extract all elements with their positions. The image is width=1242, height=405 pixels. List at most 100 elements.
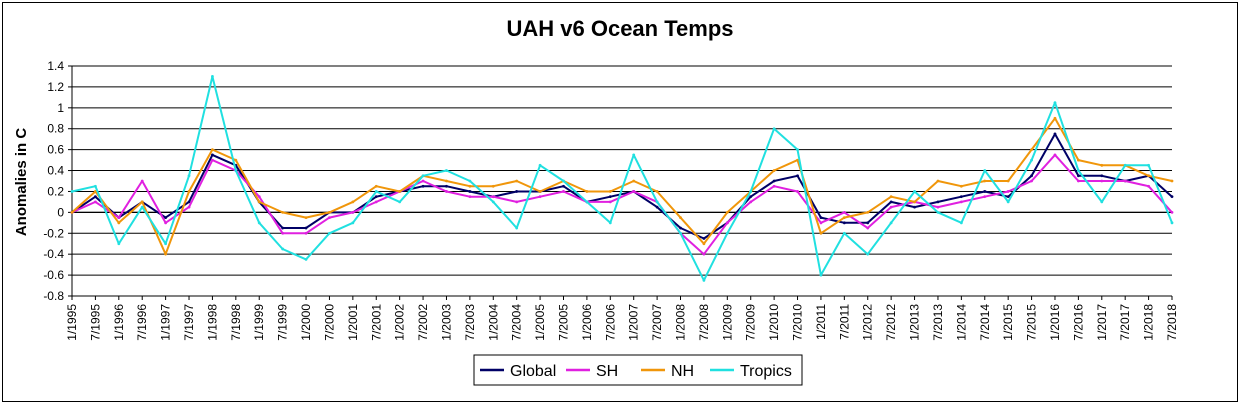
data-point-nh	[445, 179, 448, 183]
x-tick-label: 1/2004	[486, 304, 500, 341]
data-point-nh	[70, 210, 74, 214]
data-point-global	[608, 195, 612, 199]
x-tick-label: 1/2014	[954, 304, 968, 341]
x-tick-label: 7/2010	[791, 304, 805, 341]
data-point-nh	[655, 190, 659, 193]
data-point-sh	[538, 195, 542, 199]
x-tick-label: 1/2000	[299, 304, 313, 341]
series-line-tropics	[71, 75, 1173, 282]
data-point-sh	[1076, 179, 1080, 183]
x-tick-label: 1/2018	[1142, 304, 1156, 341]
data-point-tropics	[1123, 163, 1127, 167]
legend-box	[473, 354, 803, 386]
data-point-tropics	[257, 221, 261, 225]
data-point-tropics	[374, 190, 378, 193]
x-tick-label: 7/2002	[416, 304, 430, 341]
series-line-sh	[71, 153, 1173, 256]
x-tick-label: 1/2017	[1095, 304, 1109, 341]
x-tick-label: 7/1995	[88, 304, 102, 341]
x-tick-label: 7/2005	[556, 304, 570, 341]
data-point-global	[772, 179, 776, 183]
data-point-tropics	[585, 200, 589, 204]
data-point-tropics	[608, 221, 612, 225]
data-point-nh	[1030, 148, 1033, 152]
legend-label-global: Global	[510, 363, 556, 380]
data-point-tropics	[187, 174, 191, 178]
data-point-sh	[936, 205, 940, 209]
y-axis-label: Anomalies in C	[13, 128, 30, 237]
data-point-nh	[187, 190, 191, 193]
x-tick-label: 1/2006	[580, 304, 594, 341]
x-tick-label: 7/2006	[603, 304, 617, 341]
data-point-sh	[468, 195, 472, 199]
data-point-nh	[913, 200, 916, 204]
data-point-tropics	[491, 200, 495, 204]
data-point-sh	[842, 210, 846, 214]
data-point-tropics	[632, 153, 636, 157]
data-point-sh	[702, 252, 706, 256]
data-point-sh	[351, 210, 355, 214]
data-point-nh	[866, 210, 870, 214]
data-point-global	[304, 226, 308, 230]
data-point-global	[164, 216, 168, 219]
legend-label-sh: SH	[596, 363, 618, 380]
data-point-sh	[1100, 179, 1104, 183]
data-point-tropics	[772, 127, 776, 131]
data-point-tropics	[94, 184, 97, 188]
data-point-tropics	[725, 231, 729, 235]
data-point-sh	[94, 200, 97, 204]
data-point-sh	[304, 231, 308, 235]
x-tick-label: 7/2013	[931, 304, 945, 341]
y-tick-label: 0.2	[47, 184, 64, 198]
x-tick-label: 7/2014	[978, 304, 992, 341]
y-tick-label: 0.8	[47, 122, 64, 136]
legend-label-tropics: Tropics	[740, 363, 792, 380]
data-point-global	[281, 226, 285, 230]
data-point-nh	[772, 169, 776, 172]
data-point-sh	[889, 205, 893, 209]
data-point-sh	[421, 179, 425, 183]
data-point-global	[515, 190, 519, 193]
data-point-nh	[1053, 116, 1057, 120]
data-point-nh	[234, 158, 238, 162]
data-point-nh	[983, 179, 987, 183]
data-point-global	[983, 190, 987, 193]
x-tick-label: 1/2010	[767, 304, 781, 341]
x-tick-label: 1/2005	[533, 304, 547, 341]
data-point-nh	[1076, 158, 1080, 162]
x-tick-label: 1/2008	[674, 304, 688, 341]
data-point-nh	[889, 195, 893, 199]
data-point-global	[913, 205, 916, 209]
data-point-sh	[725, 221, 729, 225]
data-point-sh	[164, 221, 168, 225]
data-point-nh	[1100, 163, 1104, 167]
data-point-global	[562, 184, 565, 188]
data-point-sh	[796, 190, 799, 193]
y-tick-label: -0.4	[43, 247, 64, 261]
data-point-tropics	[538, 163, 542, 167]
x-tick-label: 1/2012	[861, 304, 875, 341]
data-point-sh	[491, 195, 495, 199]
data-point-tropics	[842, 231, 846, 235]
y-tick-label: 1	[57, 101, 64, 115]
data-point-nh	[632, 179, 636, 183]
x-tick-label: 7/1999	[276, 304, 290, 341]
data-point-nh	[211, 148, 214, 152]
data-point-tropics	[702, 278, 706, 282]
data-point-tropics	[1170, 221, 1174, 225]
y-tick-label: -0.8	[43, 289, 64, 303]
data-point-sh	[117, 216, 121, 219]
data-point-global	[889, 200, 893, 204]
data-point-tropics	[211, 75, 214, 78]
data-point-tropics	[515, 226, 519, 230]
data-point-tropics	[889, 221, 893, 225]
data-point-tropics	[1100, 200, 1104, 204]
data-point-nh	[117, 221, 121, 225]
legend-label-nh: NH	[671, 363, 694, 380]
x-tick-label: 1/1996	[112, 304, 126, 341]
data-point-nh	[538, 190, 542, 193]
data-point-nh	[819, 231, 823, 235]
data-point-global	[211, 153, 214, 157]
data-point-global	[421, 184, 425, 188]
